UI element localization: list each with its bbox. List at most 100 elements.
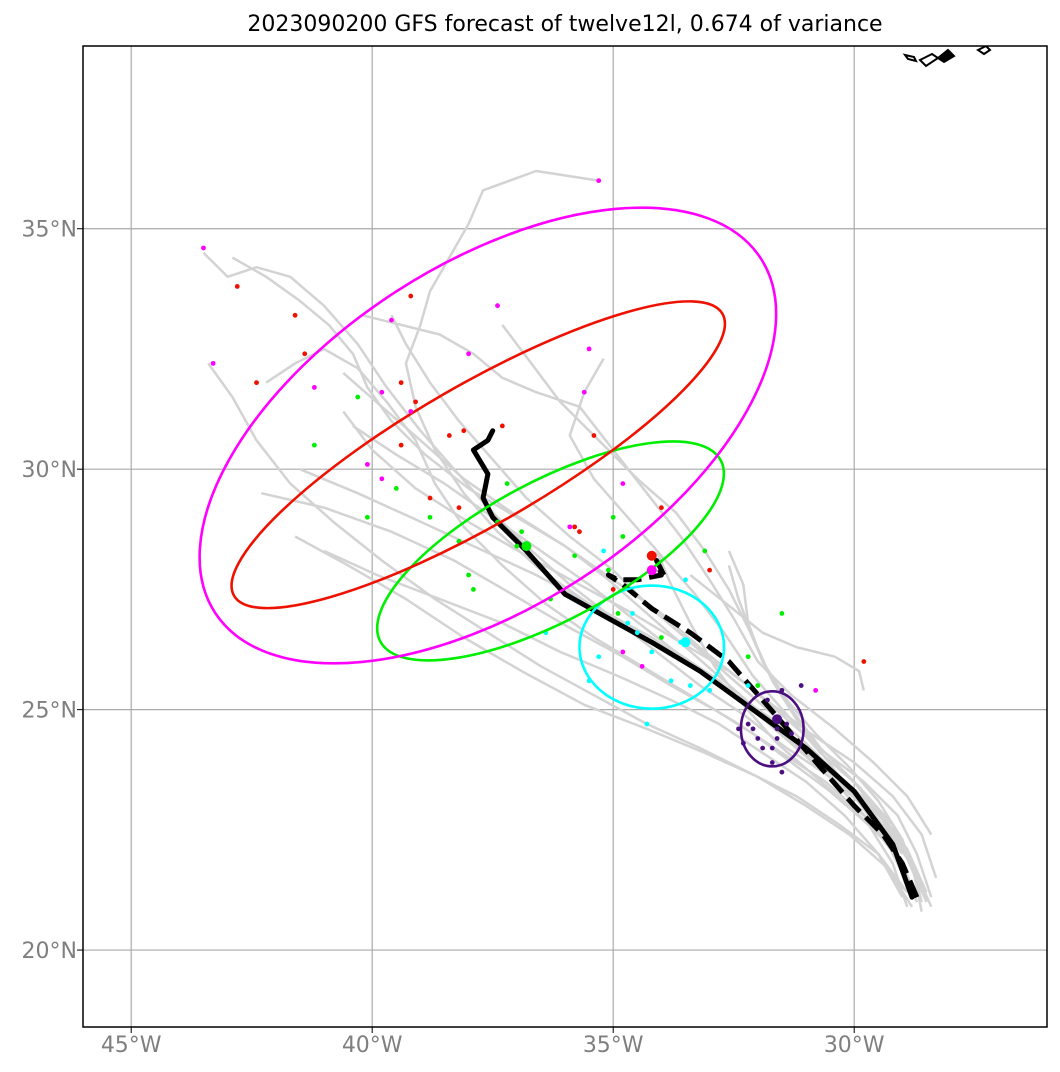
mean-track-dashed bbox=[605, 558, 920, 899]
group-member-point bbox=[774, 736, 780, 741]
group-member-point bbox=[234, 284, 240, 289]
group-member-point bbox=[413, 399, 418, 405]
group-member-point bbox=[379, 476, 385, 482]
ensemble-track-line bbox=[294, 535, 914, 908]
group-member-point bbox=[760, 745, 766, 751]
group-center-point bbox=[646, 565, 657, 576]
group-member-point bbox=[774, 726, 780, 732]
group-member-point bbox=[596, 178, 602, 184]
group-member-point bbox=[625, 620, 631, 626]
group-member-point bbox=[620, 481, 626, 487]
group-member-point bbox=[745, 721, 751, 727]
group-member-point bbox=[668, 678, 674, 684]
group-member-point bbox=[519, 529, 525, 535]
group-member-point bbox=[620, 534, 626, 539]
group-member-point bbox=[687, 683, 693, 688]
group-member-point bbox=[630, 611, 635, 616]
group-member-point bbox=[408, 293, 414, 299]
forecast-group bbox=[311, 394, 785, 688]
ensemble-track-line bbox=[207, 362, 909, 894]
group-member-point bbox=[649, 649, 655, 655]
group-member-point bbox=[620, 649, 626, 655]
group-member-point bbox=[596, 654, 602, 660]
group-member-point bbox=[707, 567, 712, 573]
group-member-point bbox=[398, 442, 404, 448]
group-member-point bbox=[461, 428, 467, 434]
map-title: 2023090200 GFS forecast of twelve12l, 0.… bbox=[247, 12, 883, 37]
group-member-point bbox=[389, 317, 394, 323]
group-member-point bbox=[610, 514, 616, 520]
group-member-point bbox=[379, 389, 385, 395]
group-member-point bbox=[427, 495, 433, 501]
group-member-point bbox=[702, 548, 708, 554]
group-center-point bbox=[772, 714, 783, 725]
group-member-point bbox=[581, 389, 587, 395]
group-member-point bbox=[745, 683, 751, 688]
group-member-point bbox=[634, 630, 640, 636]
group-member-point bbox=[466, 351, 471, 357]
group-member-point bbox=[577, 529, 582, 535]
group-member-point bbox=[210, 360, 216, 366]
group-member-point bbox=[610, 586, 616, 592]
forecast-group bbox=[198, 178, 819, 693]
group-member-point bbox=[456, 505, 462, 511]
lon-tick-label: 35°W bbox=[583, 1033, 644, 1058]
group-member-point bbox=[639, 663, 645, 669]
lat-tick-label: 20°N bbox=[22, 939, 77, 964]
ensemble-track-line bbox=[501, 324, 928, 903]
group-member-point bbox=[591, 433, 597, 438]
lat-tick-label: 30°N bbox=[22, 458, 77, 483]
mean-track-solid bbox=[470, 428, 915, 900]
group-member-point bbox=[466, 572, 471, 578]
ensemble-track-line bbox=[689, 574, 866, 691]
group-ellipse bbox=[739, 690, 805, 768]
group-center-point bbox=[521, 541, 532, 552]
ensemble-track-line bbox=[655, 550, 914, 889]
group-member-point bbox=[615, 611, 621, 616]
ensemble-track-line bbox=[261, 491, 909, 908]
group-member-point bbox=[861, 659, 867, 664]
group-member-point bbox=[601, 548, 606, 554]
group-member-point bbox=[750, 726, 756, 732]
group-member-point bbox=[769, 745, 775, 751]
group-ellipse bbox=[375, 440, 726, 662]
group-member-point bbox=[355, 394, 361, 400]
group-member-point bbox=[765, 697, 770, 703]
group-member-point bbox=[456, 538, 462, 544]
group-member-point bbox=[254, 380, 259, 386]
group-member-point bbox=[769, 760, 775, 765]
forecast-groups bbox=[198, 178, 867, 775]
group-member-point bbox=[813, 687, 819, 693]
lon-tick-label: 45°W bbox=[101, 1033, 162, 1058]
group-member-point bbox=[605, 567, 611, 573]
ensemble-track-line bbox=[265, 347, 919, 898]
group-center-point bbox=[680, 637, 691, 648]
group-member-point bbox=[499, 423, 505, 429]
forecast-group bbox=[230, 284, 867, 664]
mean-tracks bbox=[470, 428, 920, 900]
group-member-point bbox=[784, 721, 790, 727]
group-member-point bbox=[572, 553, 578, 559]
group-member-point bbox=[514, 543, 520, 549]
group-member-point bbox=[567, 524, 573, 530]
group-member-point bbox=[572, 524, 578, 530]
group-member-point bbox=[779, 769, 785, 775]
group-member-point bbox=[659, 635, 664, 640]
group-member-point bbox=[311, 385, 317, 390]
group-member-point bbox=[586, 346, 592, 352]
group-center-point bbox=[646, 550, 657, 561]
plot-area bbox=[198, 46, 992, 912]
group-member-point bbox=[659, 505, 664, 511]
lon-tick-label: 40°W bbox=[342, 1033, 403, 1058]
lat-tick-label: 25°N bbox=[22, 699, 77, 724]
group-member-point bbox=[755, 736, 761, 741]
group-member-point bbox=[427, 514, 433, 520]
group-member-point bbox=[446, 433, 452, 438]
group-member-point bbox=[707, 687, 712, 693]
group-member-point bbox=[644, 721, 650, 727]
group-member-point bbox=[779, 611, 785, 616]
group-ellipse bbox=[230, 300, 727, 610]
group-member-point bbox=[364, 514, 370, 520]
forecast-group bbox=[736, 683, 805, 775]
group-member-point bbox=[798, 683, 804, 688]
